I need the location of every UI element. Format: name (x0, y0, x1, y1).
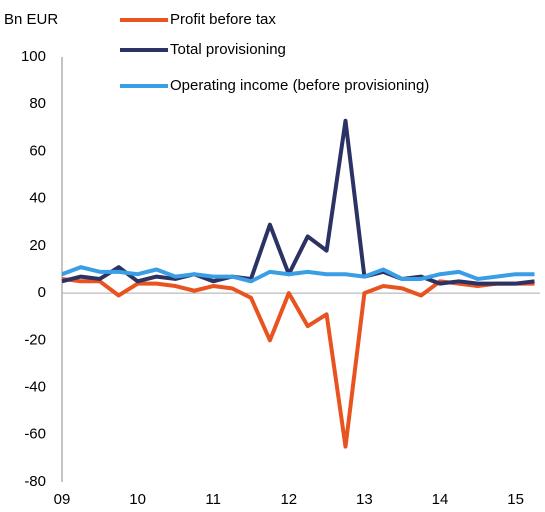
legend-label: Profit before tax (170, 11, 276, 28)
y-tick-label: 40 (29, 190, 46, 207)
legend-label: Operating income (before provisioning) (170, 77, 429, 94)
y-tick-label: -40 (24, 379, 46, 396)
y-tick-label: 60 (29, 142, 46, 159)
series-line (61, 265, 535, 284)
x-tick-label: 12 (280, 491, 297, 508)
x-tick-label: 15 (507, 491, 524, 508)
x-tick-label: 09 (54, 491, 71, 508)
x-tick-label: 13 (356, 491, 373, 508)
y-axis-label: Bn EUR (4, 11, 58, 28)
x-tick-label: 14 (432, 491, 449, 508)
legend-label: Total provisioning (170, 41, 286, 58)
x-tick-label: 10 (129, 491, 146, 508)
y-tick-label: 100 (21, 48, 46, 65)
y-tick-label: -60 (24, 426, 46, 443)
y-tick-label: 80 (29, 95, 46, 112)
y-tick-label: -80 (24, 473, 46, 490)
series-line (61, 276, 535, 449)
series-line (61, 118, 535, 286)
y-tick-label: 0 (38, 284, 46, 301)
y-tick-label: 20 (29, 237, 46, 254)
x-tick-label: 11 (205, 491, 221, 508)
y-tick-label: -20 (24, 331, 46, 348)
